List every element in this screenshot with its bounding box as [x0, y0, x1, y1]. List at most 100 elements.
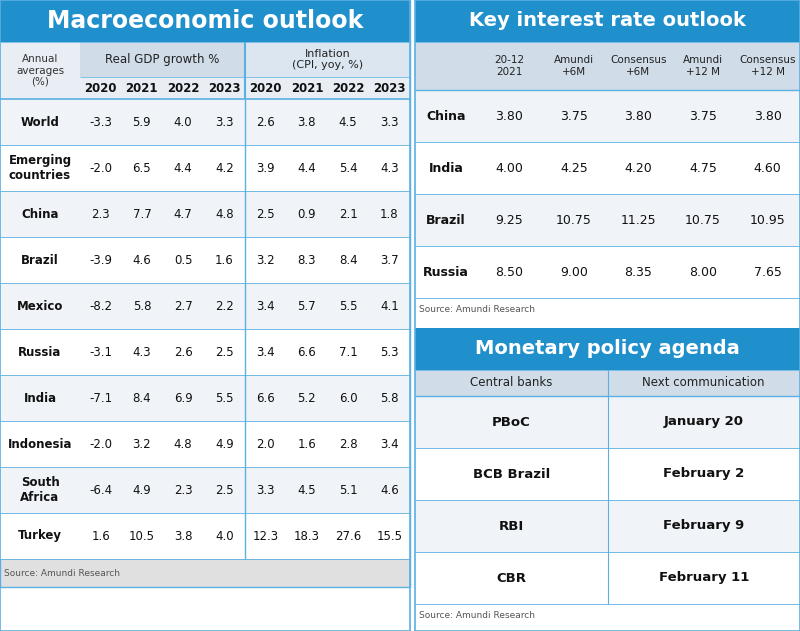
- Text: 1.6: 1.6: [91, 529, 110, 543]
- Text: 3.4: 3.4: [256, 346, 275, 358]
- Text: BCB Brazil: BCB Brazil: [473, 468, 550, 480]
- Text: 4.0: 4.0: [215, 529, 234, 543]
- Bar: [415, 396, 800, 448]
- Text: 4.1: 4.1: [380, 300, 398, 312]
- Bar: [0, 375, 410, 421]
- Text: Source: Amundi Research: Source: Amundi Research: [4, 569, 120, 577]
- Text: 2.5: 2.5: [215, 483, 234, 497]
- Text: -3.9: -3.9: [89, 254, 112, 266]
- Text: 27.6: 27.6: [335, 529, 362, 543]
- Text: CBR: CBR: [496, 572, 526, 584]
- Text: 4.5: 4.5: [339, 115, 358, 129]
- Text: 7.1: 7.1: [338, 346, 358, 358]
- Text: Consensus
+6M: Consensus +6M: [610, 56, 666, 76]
- Text: 2.3: 2.3: [91, 208, 110, 220]
- Text: 4.60: 4.60: [754, 162, 782, 175]
- Bar: [0, 237, 410, 283]
- Text: 4.8: 4.8: [215, 208, 234, 220]
- Text: Brazil: Brazil: [426, 213, 466, 227]
- Text: China: China: [22, 208, 58, 220]
- Text: Amundi
+6M: Amundi +6M: [554, 56, 594, 76]
- Bar: [0, 0, 410, 587]
- Text: 1.8: 1.8: [380, 208, 398, 220]
- Text: 8.4: 8.4: [133, 391, 151, 404]
- Text: 2.5: 2.5: [215, 346, 234, 358]
- Text: 5.2: 5.2: [298, 391, 316, 404]
- Text: 3.3: 3.3: [380, 115, 398, 129]
- Text: Inflation
(CPI, yoy, %): Inflation (CPI, yoy, %): [292, 49, 363, 70]
- Text: 4.20: 4.20: [625, 162, 652, 175]
- Bar: [0, 513, 410, 559]
- Text: 4.7: 4.7: [174, 208, 193, 220]
- Text: 4.4: 4.4: [298, 162, 316, 175]
- Text: 2.0: 2.0: [256, 437, 275, 451]
- Text: 3.9: 3.9: [256, 162, 275, 175]
- Text: 3.4: 3.4: [256, 300, 275, 312]
- Text: 2023: 2023: [208, 81, 241, 95]
- Text: 4.0: 4.0: [174, 115, 193, 129]
- Text: 10.75: 10.75: [556, 213, 592, 227]
- Text: 2020: 2020: [84, 81, 117, 95]
- Text: 2.2: 2.2: [215, 300, 234, 312]
- Bar: [415, 448, 800, 500]
- Text: 10.75: 10.75: [685, 213, 721, 227]
- Text: 3.8: 3.8: [298, 115, 316, 129]
- Text: -3.1: -3.1: [89, 346, 112, 358]
- Text: Mexico: Mexico: [17, 300, 63, 312]
- Text: 3.3: 3.3: [215, 115, 234, 129]
- Bar: [80, 42, 245, 77]
- Text: Source: Amundi Research: Source: Amundi Research: [419, 305, 535, 314]
- Bar: [0, 0, 410, 42]
- Text: 4.6: 4.6: [380, 483, 398, 497]
- Text: 2021: 2021: [290, 81, 323, 95]
- Text: February 11: February 11: [658, 572, 749, 584]
- Text: 3.8: 3.8: [174, 529, 192, 543]
- Text: 2.6: 2.6: [174, 346, 193, 358]
- Text: 4.9: 4.9: [133, 483, 151, 497]
- Text: 2021: 2021: [126, 81, 158, 95]
- Text: 5.3: 5.3: [380, 346, 398, 358]
- Text: 3.75: 3.75: [560, 110, 588, 122]
- Text: -2.0: -2.0: [89, 162, 112, 175]
- Text: 8.4: 8.4: [339, 254, 358, 266]
- Bar: [415, 0, 800, 42]
- Text: 8.00: 8.00: [689, 266, 717, 278]
- Text: Key interest rate outlook: Key interest rate outlook: [469, 11, 746, 30]
- Text: Next communication: Next communication: [642, 377, 765, 389]
- Text: 6.9: 6.9: [174, 391, 193, 404]
- Bar: [415, 500, 800, 552]
- Text: 4.8: 4.8: [174, 437, 193, 451]
- Text: 2023: 2023: [373, 81, 406, 95]
- Text: Source: Amundi Research: Source: Amundi Research: [419, 611, 535, 620]
- Bar: [415, 142, 800, 194]
- Bar: [415, 370, 800, 396]
- Bar: [0, 42, 410, 99]
- Text: 9.00: 9.00: [560, 266, 588, 278]
- Text: 6.5: 6.5: [133, 162, 151, 175]
- Text: Real GDP growth %: Real GDP growth %: [106, 53, 220, 66]
- Text: Annual
averages
(%): Annual averages (%): [16, 54, 64, 86]
- Text: South
Africa: South Africa: [20, 476, 60, 504]
- Bar: [0, 421, 410, 467]
- Text: Indonesia: Indonesia: [8, 437, 72, 451]
- Text: 10.5: 10.5: [129, 529, 155, 543]
- Text: 5.5: 5.5: [339, 300, 358, 312]
- Text: 2.7: 2.7: [174, 300, 193, 312]
- Text: 2.1: 2.1: [338, 208, 358, 220]
- Text: 6.0: 6.0: [339, 391, 358, 404]
- Text: 5.7: 5.7: [298, 300, 316, 312]
- Text: Central banks: Central banks: [470, 377, 553, 389]
- Text: Russia: Russia: [18, 346, 62, 358]
- Text: Consensus
+12 M: Consensus +12 M: [739, 56, 796, 76]
- Text: Monetary policy agenda: Monetary policy agenda: [475, 339, 740, 358]
- Text: Emerging
countries: Emerging countries: [9, 154, 71, 182]
- Text: 2.3: 2.3: [174, 483, 193, 497]
- Text: 5.1: 5.1: [339, 483, 358, 497]
- Text: PBoC: PBoC: [492, 415, 530, 428]
- Text: 9.25: 9.25: [495, 213, 523, 227]
- Text: Macroeconomic outlook: Macroeconomic outlook: [47, 9, 363, 33]
- Text: 6.6: 6.6: [298, 346, 316, 358]
- Text: 3.2: 3.2: [256, 254, 275, 266]
- Bar: [415, 90, 800, 142]
- Text: February 2: February 2: [663, 468, 744, 480]
